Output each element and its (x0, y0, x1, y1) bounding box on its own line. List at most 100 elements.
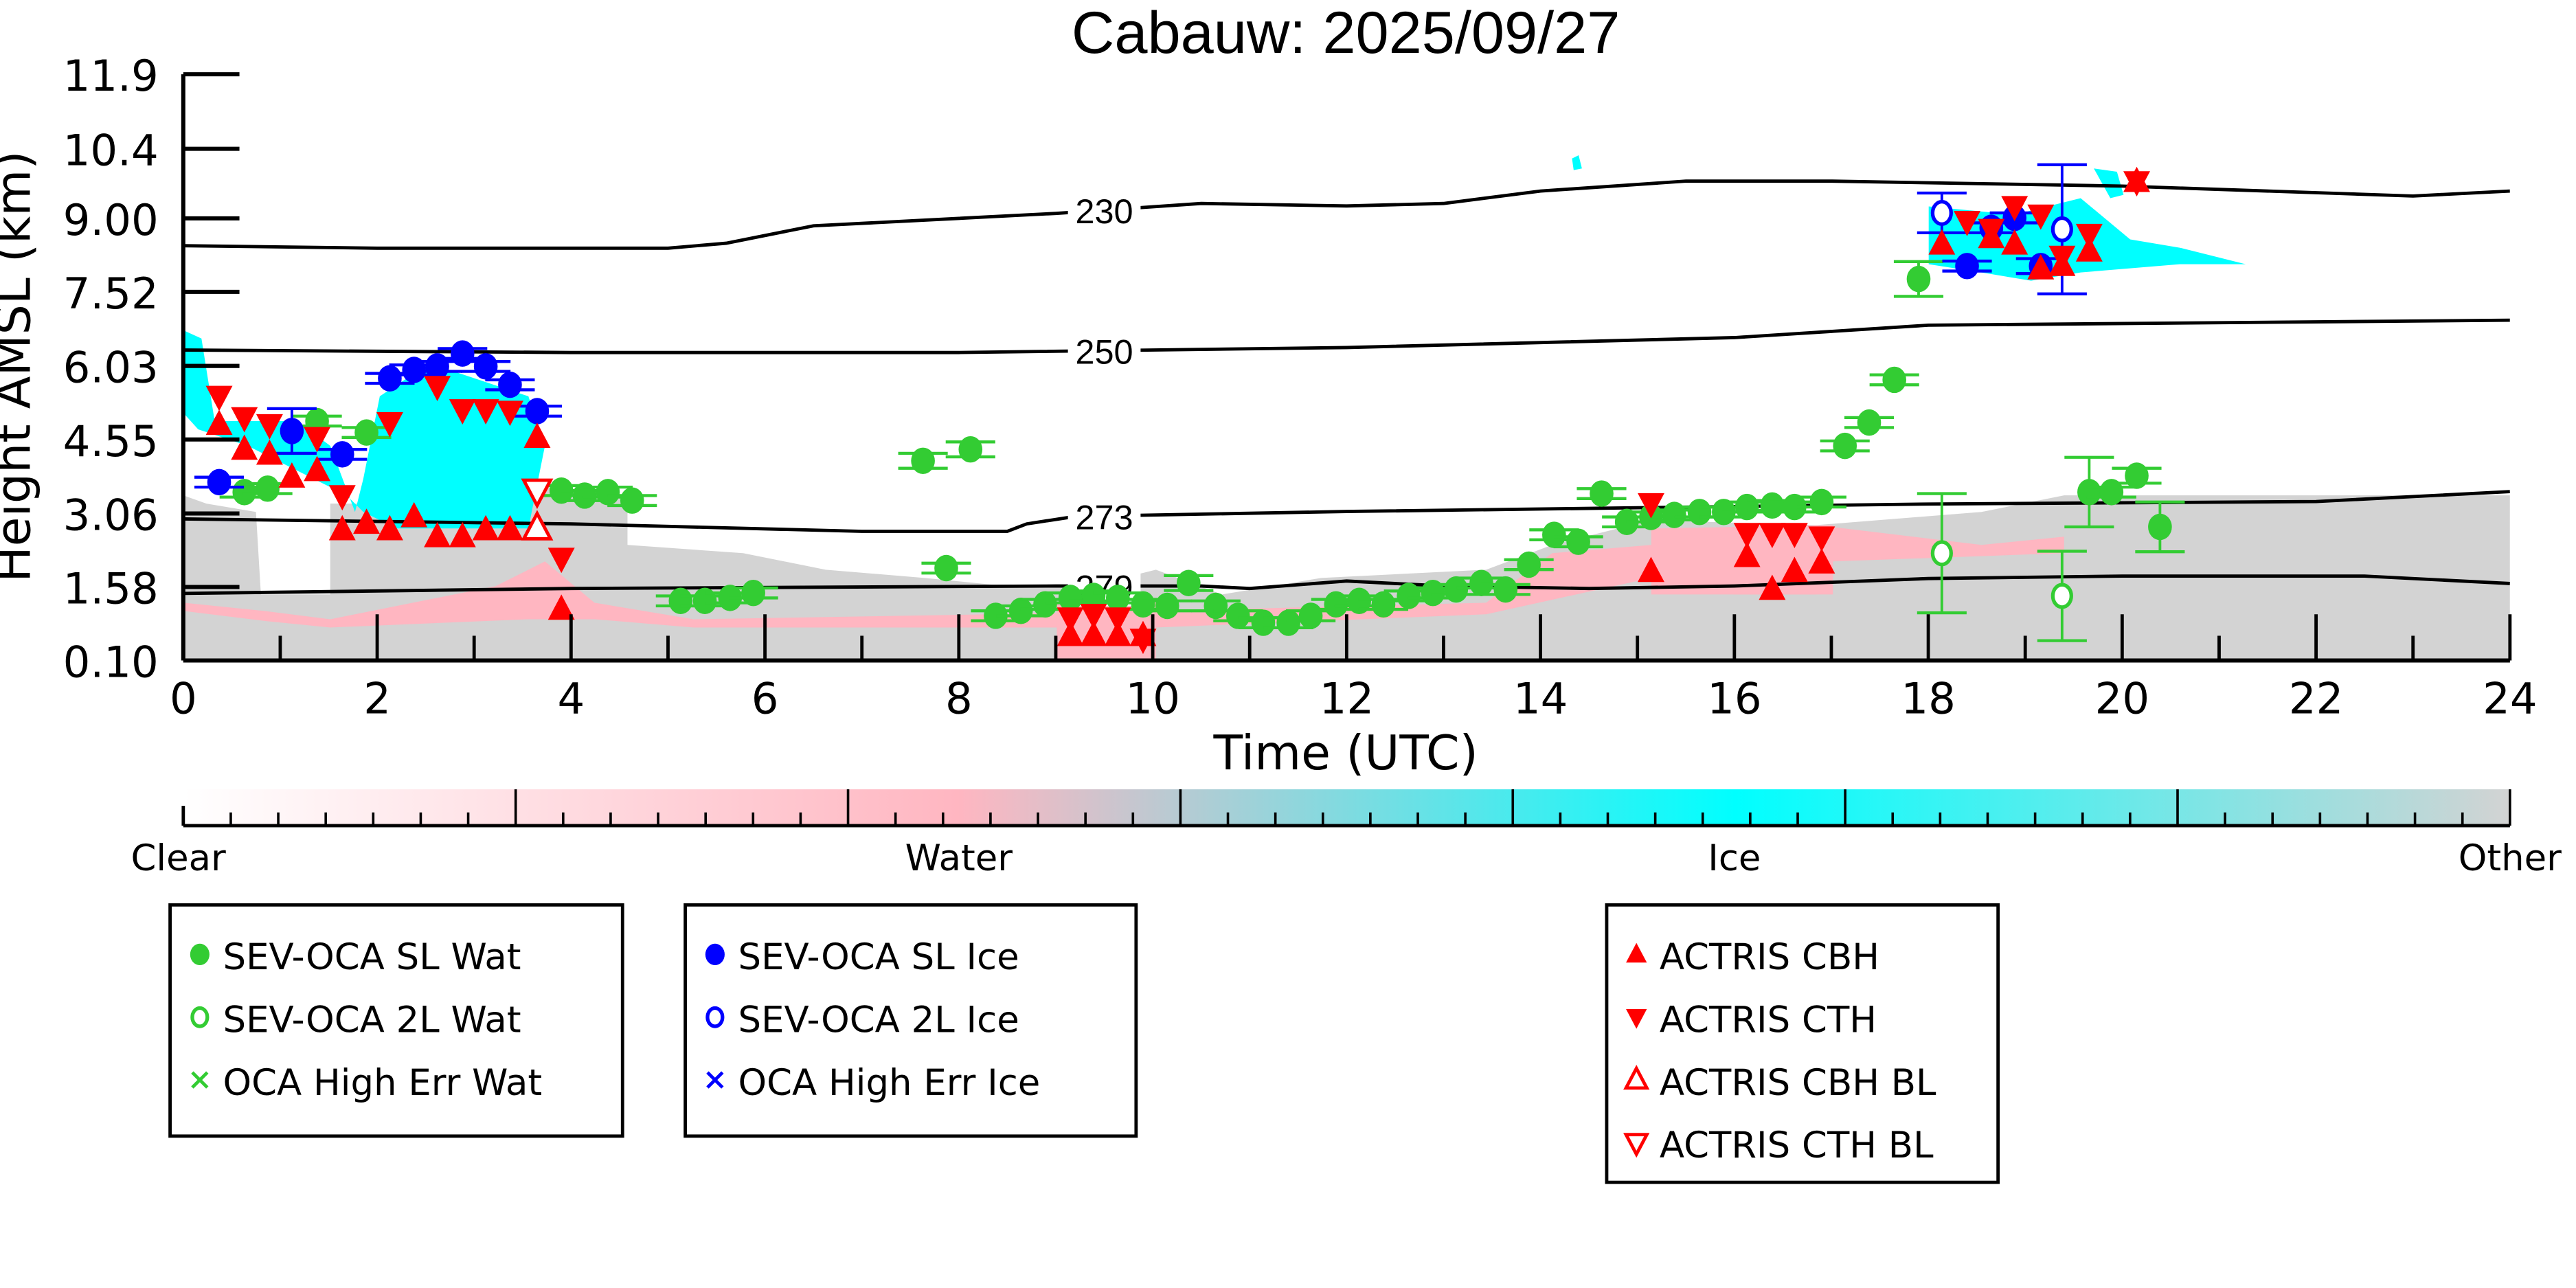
series-actris-cbh-bl (521, 510, 554, 541)
data-point (496, 515, 523, 541)
data-point (1809, 488, 1834, 516)
data-point (1542, 521, 1566, 548)
data-point (1131, 591, 1155, 618)
legend-label: ACTRIS CBH (1660, 936, 1879, 978)
x-tick-label: 12 (1320, 673, 1375, 723)
data-point (2050, 216, 2073, 242)
data-point (2001, 196, 2029, 222)
data-point (1057, 620, 1084, 646)
data-point (205, 409, 233, 436)
data-point (1324, 591, 1348, 618)
isotherm-label-bg (1067, 496, 1141, 536)
series-actris-cbh (205, 166, 2150, 646)
data-point (232, 479, 257, 506)
data-point (523, 422, 551, 448)
x-tick-label: 8 (945, 673, 973, 723)
data-point (1347, 587, 1371, 614)
ice-region (2094, 168, 2124, 199)
data-point (521, 478, 554, 509)
data-point (472, 399, 499, 425)
data-point (328, 485, 356, 511)
legend-marker-icon (190, 1006, 210, 1028)
data-point (231, 434, 258, 460)
data-point (1733, 541, 1761, 567)
legend-marker-icon (706, 1071, 724, 1089)
data-point (1155, 592, 1179, 620)
data-point (354, 419, 379, 446)
series-actris-cth (205, 171, 2150, 655)
legend-frame (168, 903, 624, 1138)
data-point (1469, 569, 1493, 596)
colorbar-label-other: Other (2459, 837, 2562, 879)
y-tick-label: 6.03 (63, 343, 159, 393)
legend-label: ACTRIS CTH BL (1660, 1125, 1934, 1166)
y-tick-label: 7.52 (63, 269, 159, 319)
data-point (1759, 574, 1786, 600)
legend-label: ACTRIS CTH (1660, 999, 1877, 1041)
data-point (1057, 607, 1084, 633)
x-tick-label: 24 (2483, 673, 2538, 723)
data-point (1517, 551, 1541, 578)
data-point (2077, 479, 2101, 506)
data-point (1033, 591, 1057, 618)
data-point (620, 487, 644, 514)
data-point (2125, 462, 2149, 489)
data-point (231, 407, 258, 433)
data-point (1954, 211, 1981, 236)
data-point (1857, 409, 1882, 436)
legend-marker-icon (1626, 1008, 1647, 1029)
data-point (205, 385, 233, 411)
data-markers (194, 163, 2185, 655)
data-point (424, 521, 451, 547)
data-point (1955, 253, 1979, 280)
data-point (2148, 513, 2172, 541)
data-point (304, 455, 331, 482)
data-point (572, 482, 597, 509)
data-point (1930, 199, 1953, 226)
legend-label: SEV-OCA 2L Ice (738, 999, 1019, 1041)
data-point (1444, 576, 1469, 603)
data-point (596, 479, 620, 506)
data-point (280, 418, 304, 444)
legend-label: OCA High Err Wat (223, 1062, 543, 1104)
legend-item: ACTRIS CTH BL (1623, 1125, 1934, 1166)
data-point (1590, 480, 1614, 507)
data-point (1493, 576, 1518, 603)
data-point (547, 547, 575, 574)
y-tick-label: 10.4 (63, 126, 159, 176)
data-point (1058, 585, 1083, 611)
data-point (1080, 604, 1107, 629)
y-tick-label: 3.06 (63, 490, 159, 541)
colorbar-label-clear: Clear (131, 837, 226, 879)
data-point (473, 353, 498, 380)
data-point (1371, 591, 1396, 618)
data-point (353, 508, 381, 534)
data-point (1298, 602, 1323, 629)
data-point (2099, 479, 2124, 506)
legend-frame (683, 903, 1138, 1138)
data-point (1421, 579, 1445, 607)
legend-box-1: SEV-OCA SL Wat SEV-OCA 2L Wat OCA High Err… (168, 903, 624, 1138)
data-point (1638, 493, 1664, 519)
y-tick-label: 1.58 (63, 564, 159, 614)
legend-marker-icon (190, 943, 210, 966)
data-point (1276, 609, 1300, 636)
isotherm-label-bg (1067, 330, 1141, 371)
legend-item: ACTRIS CBH (1626, 936, 1879, 978)
y-tick-label: 11.9 (63, 51, 159, 101)
data-point (256, 439, 283, 465)
ice-region (183, 330, 545, 529)
x-tick-label: 20 (2095, 673, 2150, 723)
data-point (1225, 602, 1250, 629)
data-point (1104, 620, 1131, 646)
legend-marker-icon (705, 1006, 725, 1028)
data-point (1760, 492, 1785, 519)
x-tick-label: 16 (1707, 673, 1762, 723)
data-point (1204, 592, 1228, 620)
data-point (1906, 265, 1931, 293)
y-tick-label: 9.00 (63, 195, 159, 245)
chart-title: Cabauw: 2025/09/27 (1072, 0, 1620, 66)
x-tick-label: 14 (1513, 673, 1568, 723)
legend-marker-icon (705, 943, 725, 966)
